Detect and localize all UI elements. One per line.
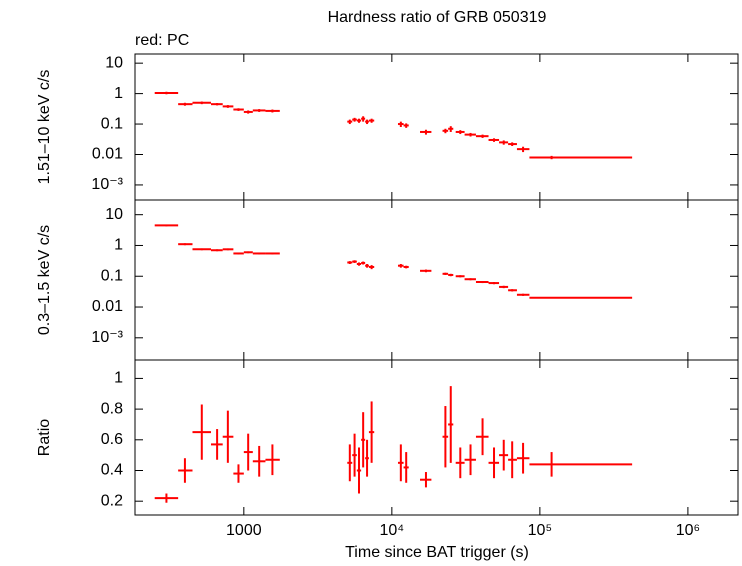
y-tick-label: 0.6 bbox=[101, 431, 123, 448]
x-axis-label: Time since BAT trigger (s) bbox=[345, 544, 529, 561]
x-tick-label: 10⁵ bbox=[528, 522, 552, 539]
annotation: red: PC bbox=[135, 32, 189, 49]
plot-frame bbox=[134, 53, 739, 201]
y-tick-label: 0.8 bbox=[101, 400, 123, 417]
y-tick-label: 0.4 bbox=[101, 462, 123, 479]
y-axis-label: 1.51–10 keV c/s bbox=[36, 70, 53, 185]
y-tick-label: 10⁻³ bbox=[91, 176, 123, 193]
chart-title: Hardness ratio of GRB 050319 bbox=[328, 9, 547, 26]
y-tick-label: 0.2 bbox=[101, 492, 123, 509]
y-tick-label: 1 bbox=[114, 370, 123, 387]
y-axis-label: Ratio bbox=[36, 419, 53, 456]
y-tick-label: 0.1 bbox=[101, 267, 123, 284]
x-tick-label: 1000 bbox=[226, 522, 262, 539]
y-tick-label: 0.01 bbox=[92, 298, 123, 315]
y-tick-label: 1 bbox=[114, 237, 123, 254]
y-tick-label: 1 bbox=[114, 85, 123, 102]
y-tick-label: 0.1 bbox=[101, 115, 123, 132]
y-tick-label: 10⁻³ bbox=[91, 329, 123, 346]
y-tick-label: 0.01 bbox=[92, 146, 123, 163]
x-tick-label: 10⁴ bbox=[380, 522, 405, 539]
y-tick-label: 10 bbox=[105, 54, 123, 71]
y-axis-label: 0.3–1.5 keV c/s bbox=[36, 225, 53, 335]
x-tick-label: 10⁶ bbox=[676, 522, 700, 539]
plot-frame bbox=[134, 359, 739, 516]
y-tick-label: 10 bbox=[105, 206, 123, 223]
plot-frame bbox=[134, 199, 739, 361]
